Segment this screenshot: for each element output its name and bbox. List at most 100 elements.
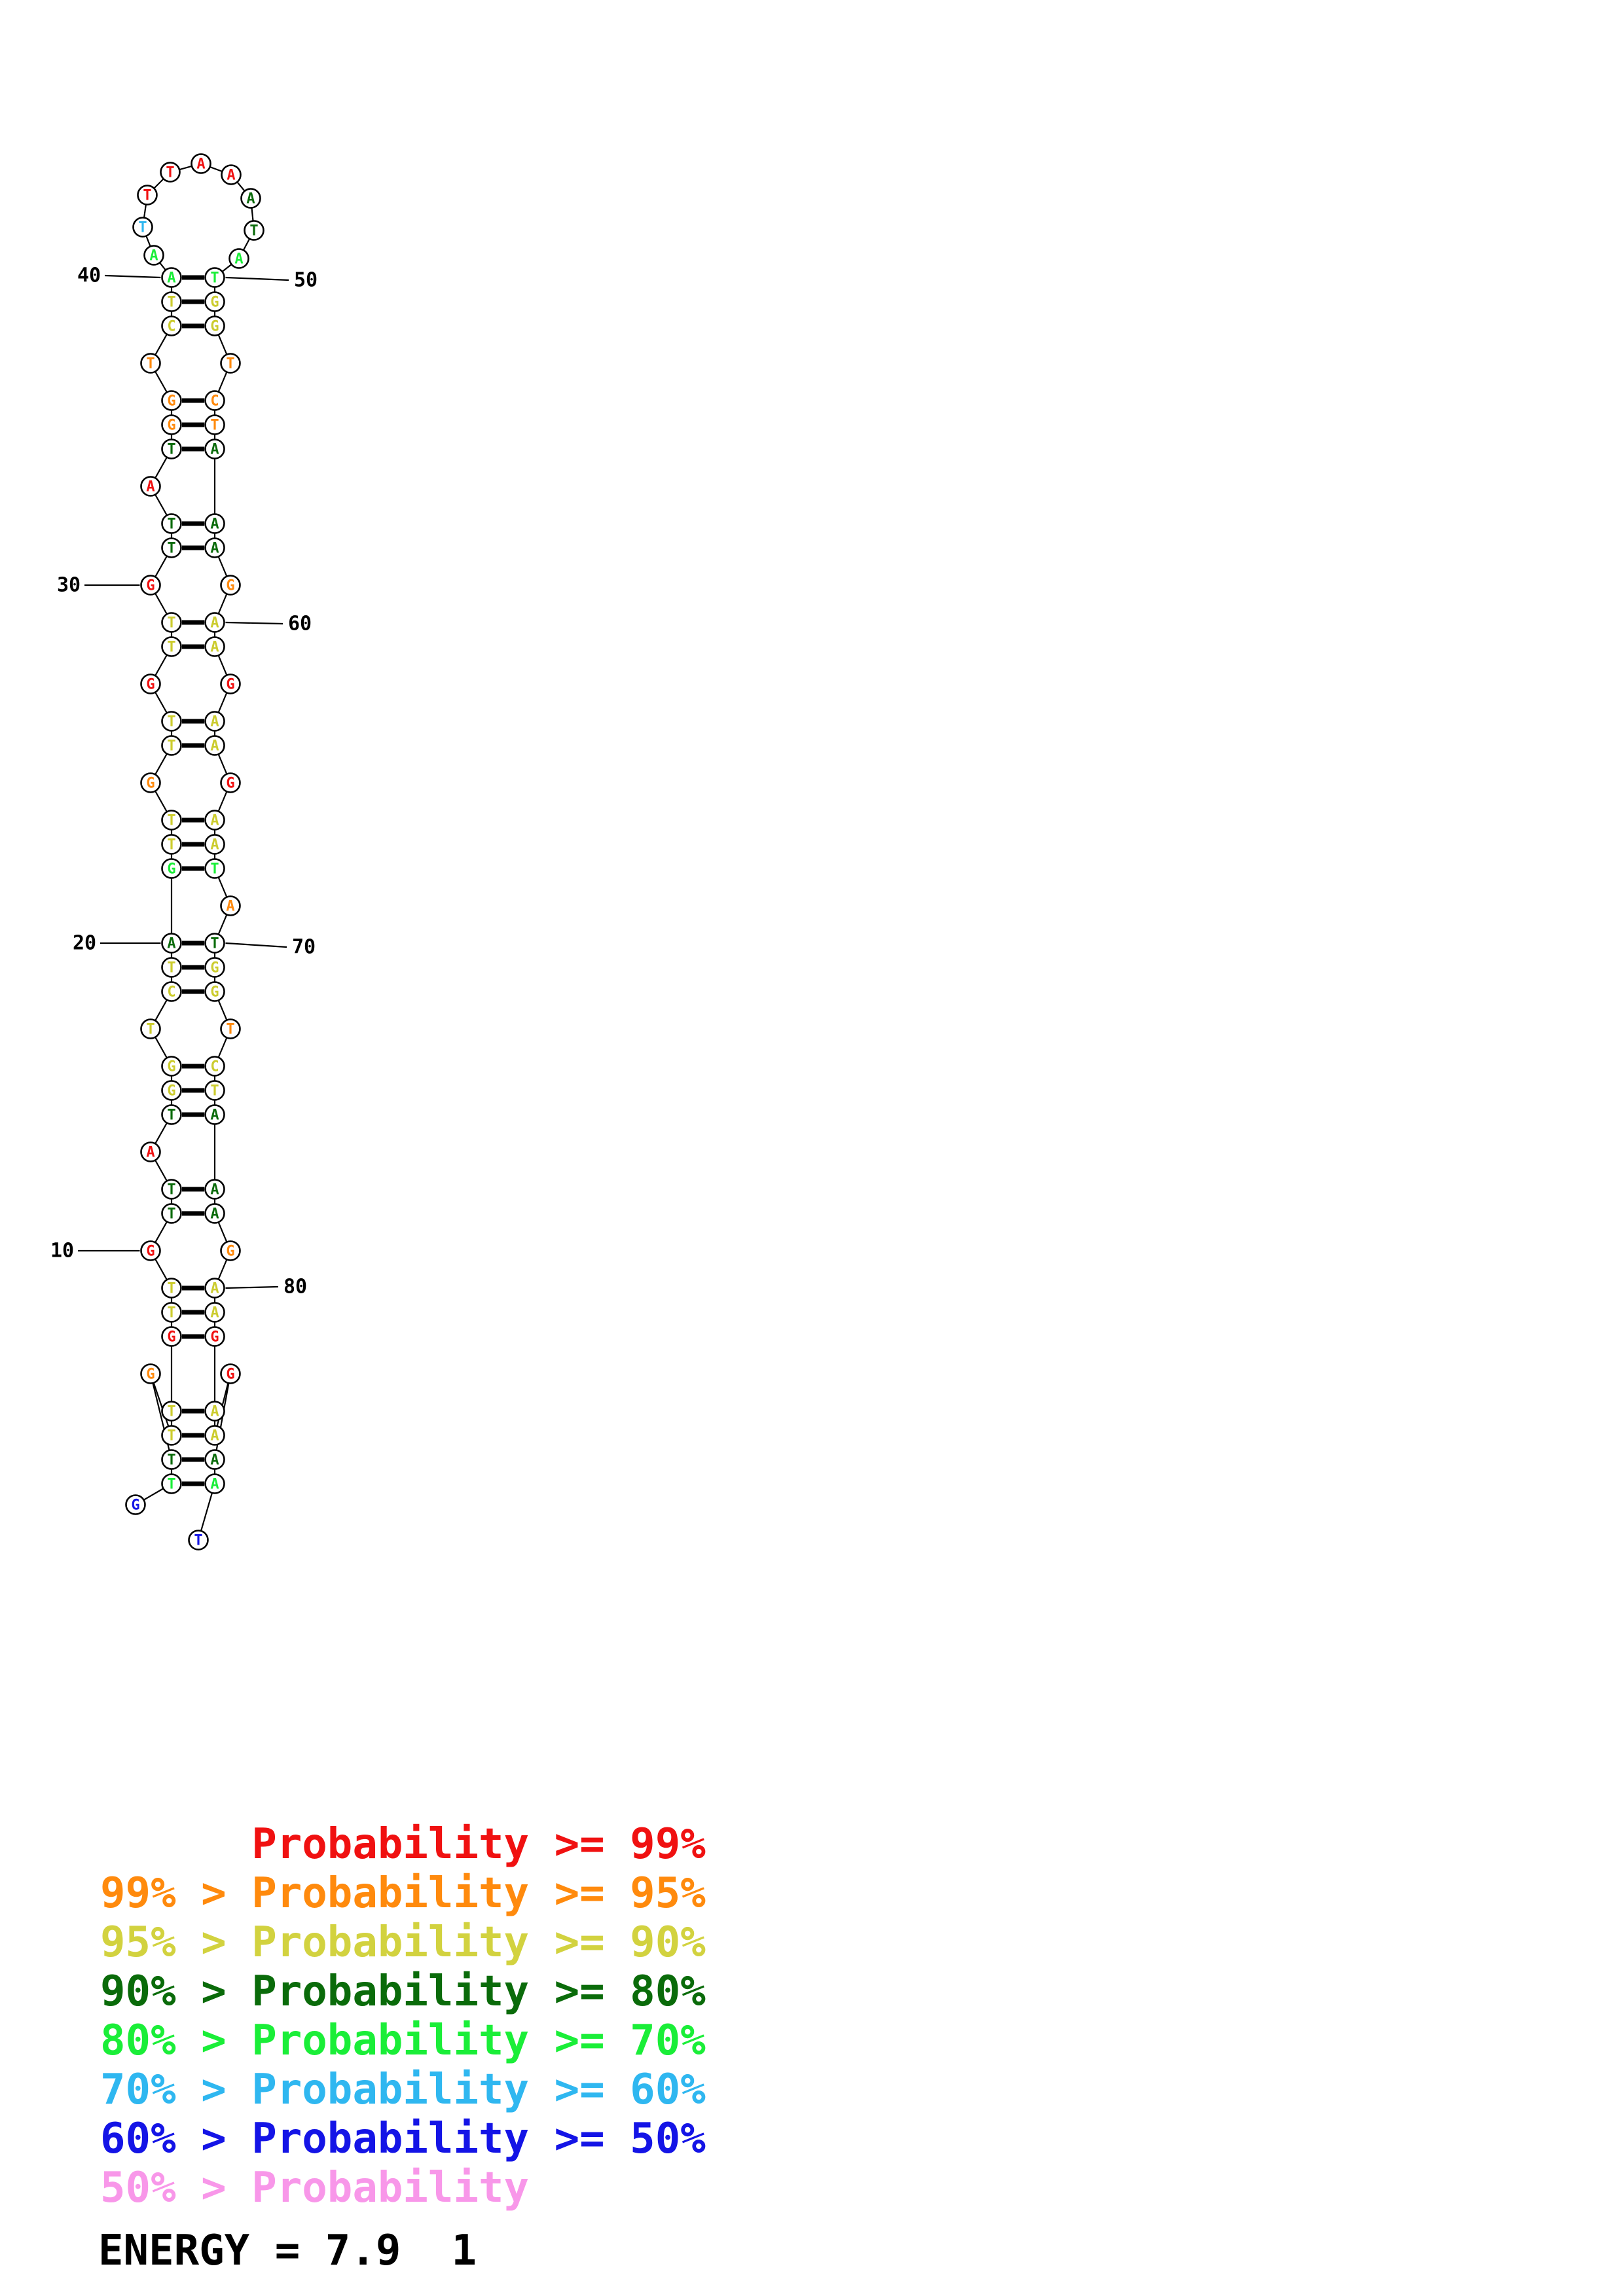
residue-circle [220, 1240, 241, 1261]
label-leader-line [104, 274, 161, 279]
residue-letter: A [146, 479, 155, 495]
residue-circle [161, 1449, 182, 1470]
residue-circle [132, 217, 153, 238]
residue-letter: T [226, 356, 234, 372]
residue-circle [204, 636, 225, 657]
residue-letter: A [210, 1182, 219, 1198]
residue-circle [161, 1203, 182, 1224]
residue-letter: A [167, 270, 175, 287]
residue-circle [161, 810, 182, 831]
position-label: 80 [283, 1276, 307, 1299]
residue-circle [191, 153, 211, 174]
legend-row: 95% > Probability >= 90% [100, 1918, 706, 1967]
residue-circle [161, 612, 182, 633]
residue-letter: C [167, 319, 175, 335]
residue-letter: A [210, 714, 219, 730]
residue-circle [204, 1473, 225, 1494]
residue-letter: G [167, 1329, 175, 1346]
residue-letter: T [167, 1452, 175, 1469]
residue-letter: G [146, 776, 155, 792]
residue-letter: T [138, 220, 147, 236]
residue-circle [204, 1104, 225, 1125]
residue-letter: T [249, 223, 258, 240]
residue-letter: T [210, 270, 219, 287]
residue-letter: T [167, 516, 175, 533]
residue-letter: G [146, 1244, 155, 1260]
residue-letter: T [210, 936, 219, 952]
residue-letter: G [226, 677, 234, 693]
residue-letter: A [226, 899, 234, 915]
residue-circle [204, 414, 225, 435]
residue-circle [204, 735, 225, 756]
residue-circle [161, 1080, 182, 1101]
residue-circle [161, 315, 182, 336]
residue-circle [161, 735, 182, 756]
residue-circle [137, 185, 158, 206]
residue-circle [161, 711, 182, 732]
label-leader-line [225, 1285, 279, 1289]
residue-letter: G [167, 418, 175, 434]
residue-circle [204, 810, 225, 831]
residue-circle [140, 476, 161, 497]
residue-circle [220, 575, 241, 596]
residue-circle [161, 1056, 182, 1077]
residue-letter: T [167, 1182, 175, 1198]
residue-circle [161, 1278, 182, 1299]
legend-row: 80% > Probability >= 70% [100, 2017, 706, 2065]
residue-letter: G [167, 1083, 175, 1100]
residue-circle [161, 1326, 182, 1347]
residue-circle [204, 537, 225, 558]
residue-letter: G [226, 578, 234, 594]
residue-circle [161, 1302, 182, 1323]
position-label: 40 [77, 264, 101, 287]
residue-letter: G [131, 1498, 139, 1514]
residue-letter: T [167, 813, 175, 829]
energy-text: ENERGY = 7.9 1 [98, 2227, 477, 2275]
position-label: 60 [288, 613, 312, 636]
residue-circle [140, 772, 161, 793]
backbone-line [149, 1373, 173, 1436]
residue-letter: G [146, 1367, 155, 1383]
residue-letter: A [210, 1107, 219, 1124]
residue-letter: G [210, 1329, 219, 1346]
residue-letter: G [210, 984, 219, 1001]
residue-circle [204, 612, 225, 633]
residue-letter: G [167, 861, 175, 878]
residue-letter: A [210, 1404, 219, 1420]
residue-circle [204, 267, 225, 288]
legend-row: 50% > Probability [100, 2164, 530, 2212]
label-leader-line [225, 276, 289, 281]
residue-circle [161, 1401, 182, 1422]
legend-row: Probability >= 99% [100, 1820, 706, 1869]
position-label: 50 [294, 269, 318, 292]
residue-circle [161, 1104, 182, 1125]
residue-circle [161, 1425, 182, 1446]
residue-letter: T [167, 714, 175, 730]
residue-circle [204, 1425, 225, 1446]
residue-letter: A [167, 936, 175, 952]
residue-circle [220, 895, 241, 916]
residue-letter: T [167, 960, 175, 977]
residue-letter: A [210, 516, 219, 533]
residue-circle [240, 188, 261, 209]
residue-letter: T [167, 1281, 175, 1297]
residue-circle [161, 981, 182, 1002]
residue-letter: T [210, 1083, 219, 1100]
residue-letter: T [167, 295, 175, 311]
label-leader-line [225, 942, 287, 948]
residue-letter: T [167, 1206, 175, 1223]
residue-letter: G [146, 578, 155, 594]
residue-letter: G [146, 677, 155, 693]
residue-letter: G [210, 295, 219, 311]
residue-letter: T [166, 165, 174, 181]
residue-circle [204, 315, 225, 336]
residue-circle [204, 390, 225, 411]
residue-letter: C [167, 984, 175, 1001]
residue-letter: T [167, 1477, 175, 1493]
residue-circle [125, 1494, 146, 1515]
residue-letter: A [210, 541, 219, 557]
residue-circle [140, 353, 161, 374]
position-label: 10 [50, 1240, 74, 1263]
